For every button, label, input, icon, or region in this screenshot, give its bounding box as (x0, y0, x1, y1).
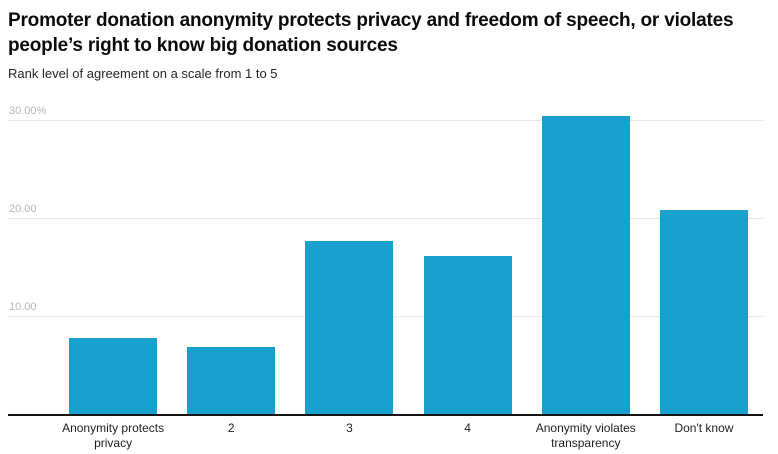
bar (423, 255, 512, 415)
bar-slot (527, 85, 645, 415)
bar (659, 209, 748, 415)
x-tick-label: Don't know (674, 420, 734, 435)
bar-slot (645, 85, 763, 415)
bar (69, 338, 158, 415)
gridline (8, 119, 763, 121)
x-tick-label: 4 (464, 420, 471, 435)
bar-slot (409, 85, 527, 415)
y-tick-label: 10.00 (9, 300, 37, 313)
bar-series (54, 85, 763, 415)
x-tick-label: Anonymity violates transparency (535, 420, 636, 451)
y-tick-label: 20.00 (9, 202, 37, 215)
x-axis-line (8, 413, 763, 416)
x-tick-label: Anonymity protects privacy (62, 420, 165, 451)
chart-subtitle: Rank level of agreement on a scale from … (8, 65, 278, 81)
x-tick-label: 2 (227, 420, 235, 435)
bar-chart: 10.00 20.00 30.00% Anonymity protects priv… (8, 85, 763, 452)
x-axis-labels: Anonymity protects privacy 2 3 4 Anonymity v… (54, 415, 763, 452)
plot-area: 10.00 20.00 30.00% (8, 85, 763, 416)
x-tick-label: 3 (346, 420, 353, 435)
bar-slot (290, 85, 408, 415)
bar-slot (172, 85, 290, 415)
bar (187, 346, 276, 415)
gridline (8, 217, 763, 219)
bar (305, 241, 394, 415)
bar-slot (54, 85, 172, 415)
y-tick-label: 30.00% (9, 104, 47, 117)
bar (541, 115, 630, 415)
chart-title: Promoter donation anonymity protects pri… (8, 10, 734, 57)
